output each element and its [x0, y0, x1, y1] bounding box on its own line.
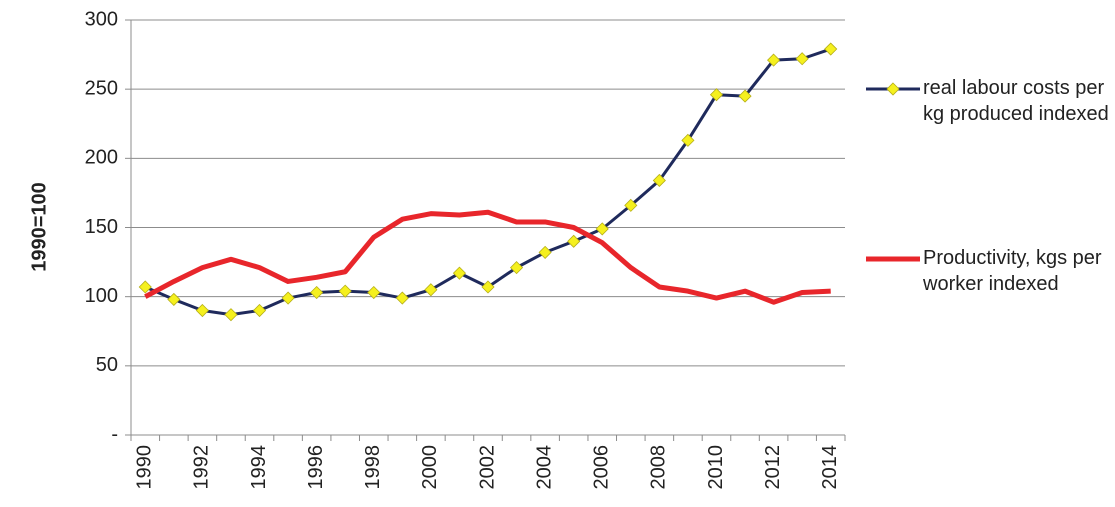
x-tick-label: 2008 — [648, 445, 670, 490]
x-tick-label: 2004 — [533, 445, 555, 490]
data-marker — [709, 88, 724, 102]
x-tick-label: 1996 — [305, 445, 327, 490]
data-marker — [138, 280, 152, 294]
y-axis-title: 1990=100 — [28, 182, 50, 272]
data-marker — [167, 292, 181, 306]
data-marker — [795, 52, 809, 66]
data-marker — [624, 198, 638, 212]
x-tick-label: 2010 — [705, 445, 727, 490]
x-tick-label: 2012 — [762, 445, 784, 490]
data-marker — [824, 42, 838, 56]
legend-label: real labour costs per kg produced indexe… — [923, 77, 1109, 125]
data-marker — [509, 261, 524, 275]
y-tick-label: 50 — [96, 354, 118, 376]
x-tick-label: 2006 — [591, 445, 613, 490]
data-marker — [338, 284, 352, 298]
y-tick-label: 100 — [85, 285, 118, 307]
data-marker — [224, 308, 238, 322]
x-tick-label: 1998 — [362, 445, 384, 490]
x-tick-label: 2000 — [419, 445, 441, 490]
x-tick-label: 2014 — [819, 445, 841, 490]
y-tick-label: 200 — [85, 147, 118, 169]
x-tick-label: 1990 — [134, 445, 156, 490]
data-marker — [681, 133, 695, 147]
data-marker — [538, 245, 552, 259]
data-marker — [310, 285, 324, 300]
y-tick-label: - — [111, 423, 118, 445]
legend-marker — [886, 82, 900, 96]
data-marker — [252, 303, 267, 318]
data-marker — [652, 173, 666, 188]
data-marker — [195, 303, 209, 318]
data-marker — [424, 283, 438, 297]
data-marker — [595, 222, 609, 236]
data-marker — [367, 285, 381, 300]
data-marker — [767, 53, 781, 67]
data-marker — [567, 234, 581, 248]
x-tick-label: 1994 — [248, 445, 270, 490]
data-marker — [481, 280, 495, 294]
legend-label: Productivity, kgs per worker indexed — [923, 247, 1102, 295]
data-marker — [738, 89, 752, 103]
x-tick-label: 1992 — [191, 445, 213, 490]
x-tick-label: 2002 — [476, 445, 498, 490]
y-tick-label: 250 — [85, 77, 118, 99]
y-tick-label: 300 — [85, 8, 118, 30]
series-line — [144, 209, 831, 305]
data-marker — [395, 291, 409, 305]
data-marker — [281, 291, 295, 305]
y-tick-label: 150 — [85, 216, 118, 238]
data-marker — [452, 266, 467, 280]
